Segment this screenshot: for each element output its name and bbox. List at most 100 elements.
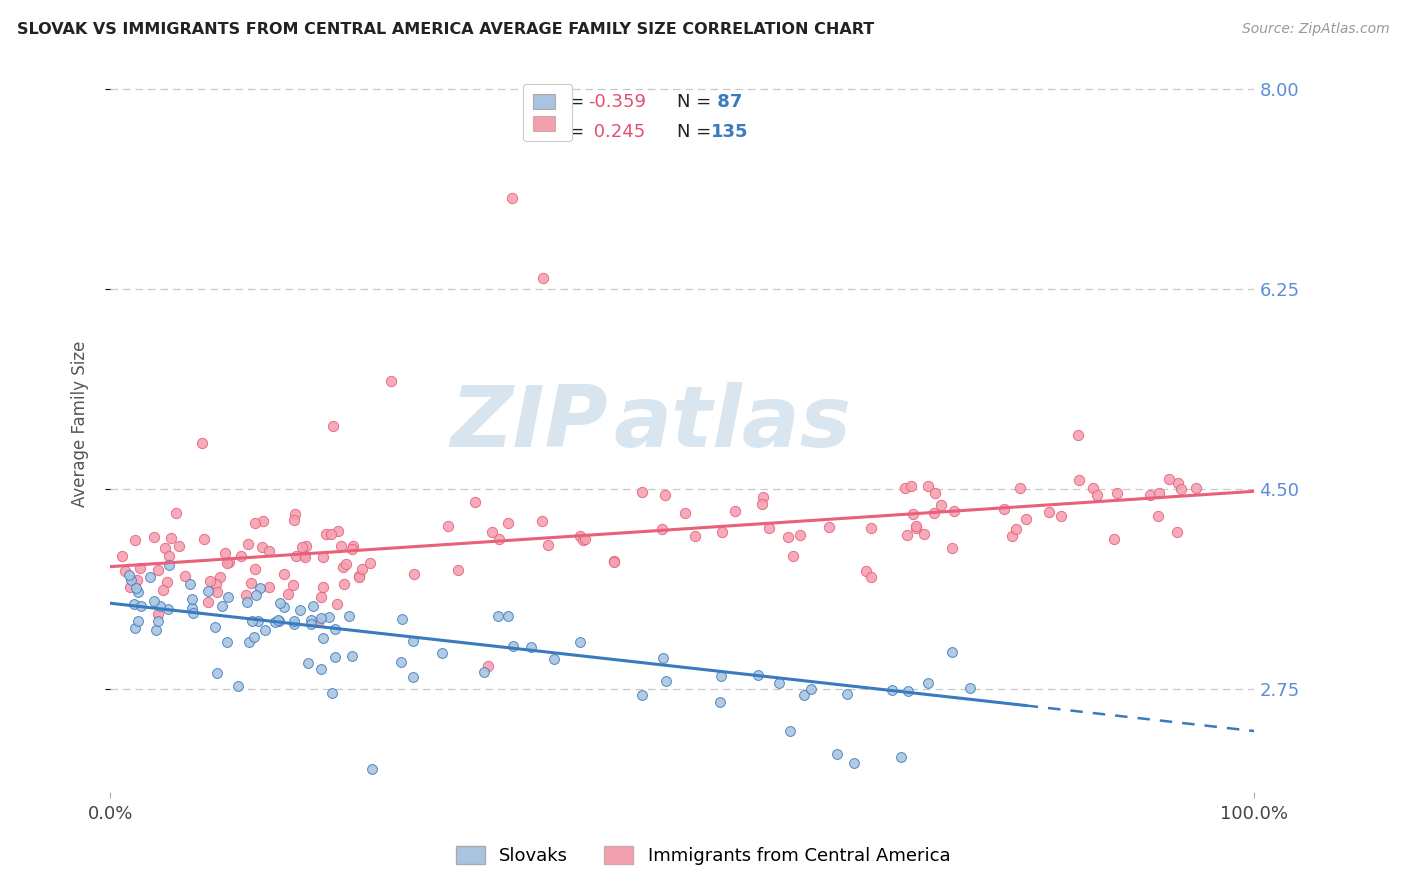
Point: [114, 564, 136, 578]
Point: [402, 633, 425, 648]
Point: [312, 580, 335, 594]
Point: [205, 665, 228, 680]
Point: [340, 542, 363, 557]
Point: [299, 613, 322, 627]
Point: [1170, 482, 1192, 496]
Point: [312, 550, 335, 565]
Point: [574, 532, 596, 546]
Point: [603, 554, 626, 568]
Point: [501, 191, 523, 205]
Point: [481, 525, 503, 540]
Point: [1185, 481, 1208, 495]
Point: [896, 528, 918, 542]
Point: [208, 570, 231, 584]
Point: [318, 609, 340, 624]
Point: [127, 585, 149, 599]
Point: [903, 507, 925, 521]
Point: [167, 539, 190, 553]
Point: [217, 590, 239, 604]
Point: [929, 499, 952, 513]
Point: [904, 519, 927, 533]
Point: [900, 478, 922, 492]
Text: R =: R =: [551, 123, 589, 141]
Text: SLOVAK VS IMMIGRANTS FROM CENTRAL AMERICA AVERAGE FAMILY SIZE CORRELATION CHART: SLOVAK VS IMMIGRANTS FROM CENTRAL AMERIC…: [17, 22, 875, 37]
Point: [245, 589, 267, 603]
Point: [122, 597, 145, 611]
Point: [146, 607, 169, 621]
Point: [897, 684, 920, 698]
Point: [651, 522, 673, 536]
Point: [307, 615, 329, 630]
Text: R =: R =: [551, 93, 589, 111]
Point: [993, 502, 1015, 516]
Point: [191, 436, 214, 450]
Point: [124, 533, 146, 547]
Point: [291, 540, 314, 554]
Point: [179, 576, 201, 591]
Point: [543, 652, 565, 666]
Point: [924, 485, 946, 500]
Point: [360, 762, 382, 776]
Point: [328, 524, 350, 538]
Point: [157, 549, 180, 563]
Point: [496, 608, 519, 623]
Point: [1085, 487, 1108, 501]
Point: [252, 514, 274, 528]
Point: [1139, 488, 1161, 502]
Point: [299, 616, 322, 631]
Point: [181, 601, 204, 615]
Point: [322, 419, 344, 434]
Point: [941, 645, 963, 659]
Point: [860, 521, 883, 535]
Point: [603, 555, 626, 569]
Point: [432, 646, 454, 660]
Point: [309, 662, 332, 676]
Point: [1050, 508, 1073, 523]
Point: [342, 539, 364, 553]
Point: [488, 533, 510, 547]
Point: [204, 620, 226, 634]
Point: [531, 514, 554, 528]
Point: [252, 540, 274, 554]
Point: [211, 599, 233, 614]
Text: 135: 135: [711, 123, 748, 141]
Point: [330, 539, 353, 553]
Point: [273, 566, 295, 581]
Y-axis label: Average Family Size: Average Family Size: [72, 340, 89, 507]
Point: [259, 544, 281, 558]
Point: [1166, 524, 1188, 539]
Point: [337, 609, 360, 624]
Point: [139, 570, 162, 584]
Point: [350, 562, 373, 576]
Point: [752, 490, 775, 504]
Point: [294, 549, 316, 564]
Point: [283, 578, 305, 592]
Point: [283, 614, 305, 628]
Point: [825, 747, 848, 761]
Point: [747, 667, 769, 681]
Point: [1167, 475, 1189, 490]
Point: [245, 516, 267, 530]
Text: 0.245: 0.245: [589, 123, 645, 141]
Point: [156, 602, 179, 616]
Point: [131, 599, 153, 613]
Point: [782, 549, 804, 564]
Point: [235, 595, 257, 609]
Point: [226, 680, 249, 694]
Point: [652, 651, 675, 665]
Text: N =: N =: [676, 123, 717, 141]
Point: [290, 603, 312, 617]
Point: [531, 270, 554, 285]
Point: [292, 548, 315, 562]
Point: [943, 504, 966, 518]
Point: [1147, 486, 1170, 500]
Point: [142, 594, 165, 608]
Point: [124, 621, 146, 635]
Point: [283, 617, 305, 632]
Point: [391, 655, 413, 669]
Point: [1001, 529, 1024, 543]
Point: [1067, 428, 1090, 442]
Point: [1147, 509, 1170, 524]
Point: [215, 556, 238, 570]
Point: [1038, 505, 1060, 519]
